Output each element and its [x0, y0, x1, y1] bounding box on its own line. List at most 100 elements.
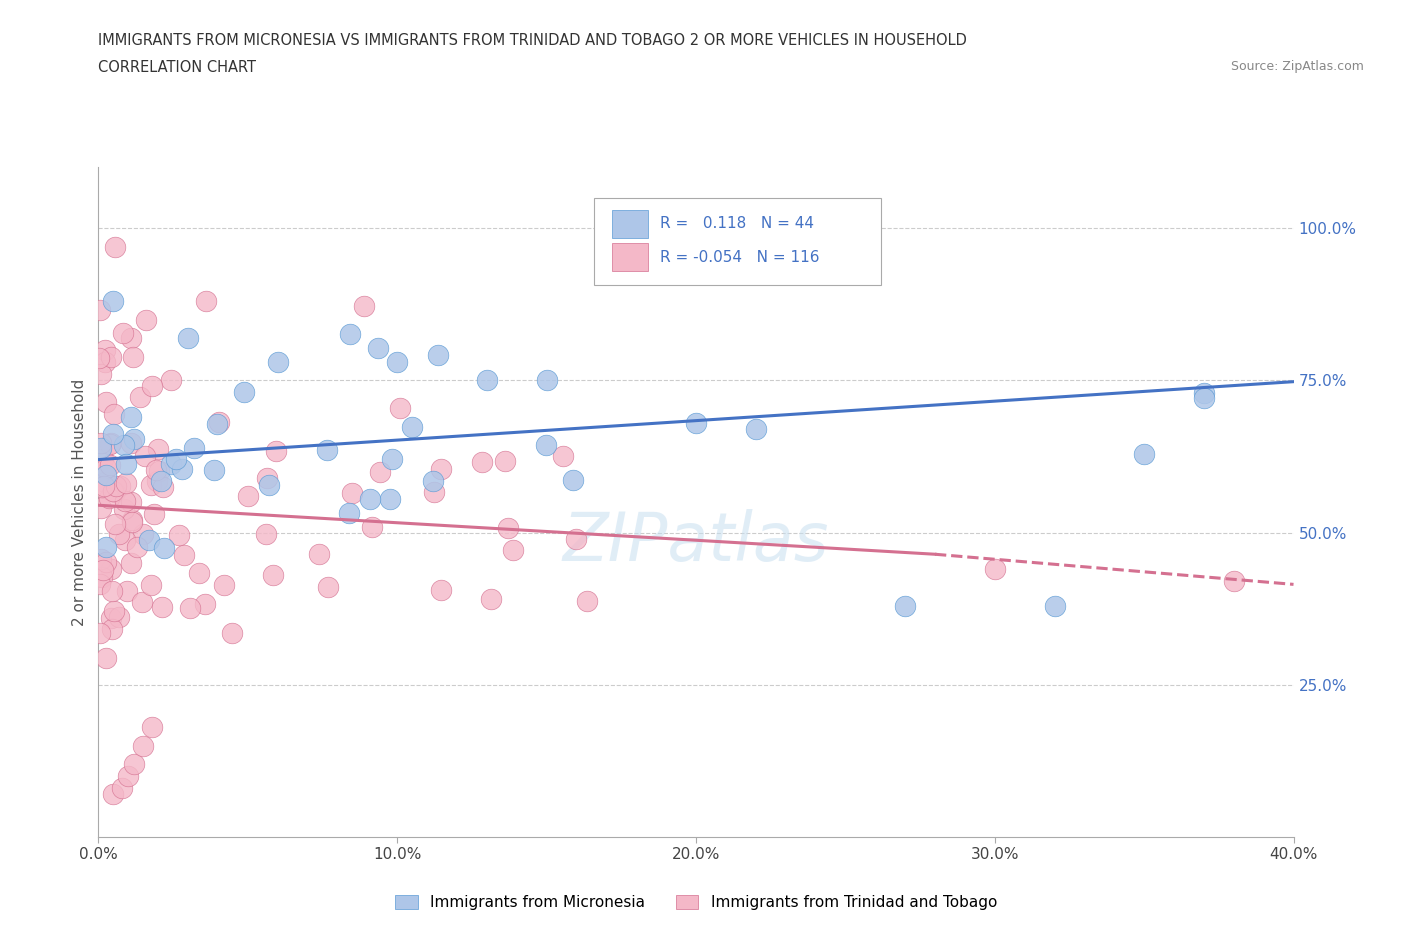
Point: [94, 460, 117, 475]
Text: Source: ZipAtlas.com: Source: ZipAtlas.com: [1230, 60, 1364, 73]
Point: [308, 546, 330, 561]
Point: [146, 442, 169, 457]
Point: [179, 601, 201, 616]
Point: [165, 452, 187, 467]
Point: [100, 562, 122, 577]
Point: [575, 593, 598, 608]
Point: [114, 533, 136, 548]
Point: [173, 548, 195, 563]
Point: [381, 452, 404, 467]
Point: [104, 239, 127, 254]
Text: ZIPatlas: ZIPatlas: [562, 510, 830, 576]
Point: [89, 303, 111, 318]
FancyBboxPatch shape: [613, 209, 648, 238]
Point: [337, 506, 360, 521]
Point: [141, 578, 163, 593]
Point: [368, 465, 391, 480]
Point: [100, 350, 122, 365]
Point: [89, 625, 111, 640]
Point: [378, 491, 401, 506]
Point: [212, 578, 235, 592]
Point: [96, 555, 118, 570]
Point: [122, 432, 145, 446]
Point: [194, 596, 217, 611]
Point: [153, 540, 176, 555]
Point: [90, 441, 112, 456]
Point: [101, 484, 124, 498]
Point: [96, 395, 118, 410]
Point: [142, 507, 165, 522]
Point: [1192, 391, 1215, 405]
Point: [536, 437, 558, 452]
Point: [131, 594, 153, 609]
Point: [148, 464, 170, 479]
Point: [236, 488, 259, 503]
Point: [103, 787, 125, 802]
Point: [367, 340, 389, 355]
FancyBboxPatch shape: [595, 197, 882, 285]
Point: [339, 326, 361, 341]
Point: [110, 479, 132, 494]
Point: [96, 468, 118, 483]
Point: [202, 462, 225, 477]
Point: [120, 435, 142, 450]
Point: [89, 577, 111, 591]
Point: [90, 551, 112, 566]
Point: [90, 480, 112, 495]
Point: [256, 471, 278, 485]
Text: CORRELATION CHART: CORRELATION CHART: [98, 60, 256, 75]
Point: [318, 579, 340, 594]
Point: [93, 478, 115, 493]
Point: [132, 738, 155, 753]
Point: [91, 563, 114, 578]
Point: [551, 449, 574, 464]
Text: R = -0.054   N = 116: R = -0.054 N = 116: [661, 249, 820, 265]
Point: [145, 463, 167, 478]
Point: [121, 350, 143, 365]
Point: [121, 512, 143, 527]
Point: [342, 485, 364, 500]
Point: [127, 540, 149, 555]
Point: [98, 490, 121, 505]
Point: [138, 532, 160, 547]
Point: [150, 473, 173, 488]
Point: [1192, 385, 1215, 400]
Text: IMMIGRANTS FROM MICRONESIA VS IMMIGRANTS FROM TRINIDAD AND TOBAGO 2 OR MORE VEHI: IMMIGRANTS FROM MICRONESIA VS IMMIGRANTS…: [98, 33, 967, 47]
Point: [494, 454, 516, 469]
Point: [262, 567, 284, 582]
Point: [188, 565, 211, 580]
Point: [479, 591, 502, 606]
Point: [98, 436, 121, 451]
FancyBboxPatch shape: [613, 243, 648, 272]
Point: [1223, 574, 1246, 589]
Point: [120, 495, 142, 510]
Point: [94, 474, 117, 489]
Point: [103, 604, 125, 618]
Point: [141, 478, 163, 493]
Point: [101, 583, 124, 598]
Point: [984, 562, 1007, 577]
Point: [177, 330, 200, 345]
Point: [475, 373, 498, 388]
Point: [114, 457, 136, 472]
Point: [385, 354, 409, 369]
Point: [208, 415, 231, 430]
Point: [401, 419, 423, 434]
Point: [745, 421, 768, 436]
Point: [1133, 446, 1156, 461]
Point: [134, 448, 156, 463]
Point: [120, 409, 142, 424]
Legend: Immigrants from Micronesia, Immigrants from Trinidad and Tobago: Immigrants from Micronesia, Immigrants f…: [388, 889, 1004, 916]
Point: [94, 539, 117, 554]
Point: [159, 373, 181, 388]
Point: [100, 436, 122, 451]
Point: [105, 478, 128, 493]
Point: [120, 555, 142, 570]
Text: R =   0.118   N = 44: R = 0.118 N = 44: [661, 216, 814, 232]
Point: [150, 600, 173, 615]
Point: [422, 473, 444, 488]
Point: [536, 373, 558, 388]
Point: [496, 521, 519, 536]
Point: [894, 598, 917, 613]
Point: [207, 417, 229, 432]
